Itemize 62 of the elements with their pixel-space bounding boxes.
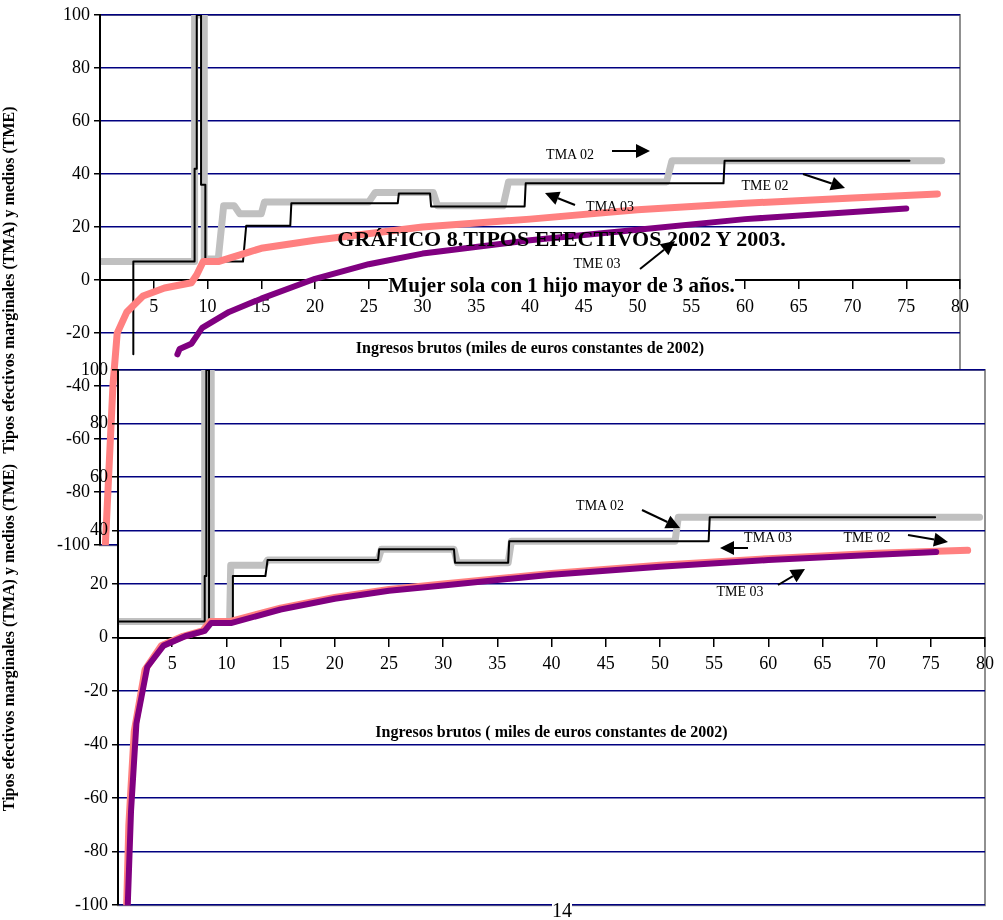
annotation: TMA 03 xyxy=(744,530,792,546)
y-tick-label: 60 xyxy=(72,109,90,130)
y-tick-label: -40 xyxy=(66,374,90,395)
x-tick-label: 70 xyxy=(867,653,886,674)
y-tick-label: 40 xyxy=(72,162,90,183)
x-tick-label: 25 xyxy=(379,653,398,674)
annotation: TME 02 xyxy=(843,530,891,546)
annotation: TMA 03 xyxy=(586,199,634,215)
x-tick-label: 45 xyxy=(574,295,593,316)
x-tick-label: 25 xyxy=(359,295,378,316)
x-tick-label: 65 xyxy=(789,295,808,316)
y-tick-label: 20 xyxy=(90,572,108,593)
x-tick-label: 40 xyxy=(521,295,539,316)
x-tick-label: 60 xyxy=(759,653,778,674)
x-tick-label: 80 xyxy=(951,295,969,316)
x-tick-label: 20 xyxy=(325,653,344,674)
x-tick-label: 70 xyxy=(843,295,862,316)
x-tick-label: 50 xyxy=(628,295,647,316)
x-tick-label: 80 xyxy=(976,653,994,674)
x-tick-label: 60 xyxy=(736,295,754,316)
y-tick-label: -100 xyxy=(75,893,108,914)
x-tick-label: 10 xyxy=(198,295,217,316)
y-tick-label: 0 xyxy=(99,626,108,647)
y-tick-label: -60 xyxy=(84,786,108,807)
y-tick-label: 80 xyxy=(72,56,90,77)
y-axis-title: Tipos efectivos marginales (TMA) y medios (TME) xyxy=(0,106,18,454)
annotation: 14 xyxy=(552,898,572,920)
x-tick-label: 75 xyxy=(897,295,916,316)
x-tick-label: 35 xyxy=(488,653,507,674)
annotation: TMA 02 xyxy=(576,498,624,514)
y-tick-label: -20 xyxy=(84,679,108,700)
x-tick-label: 55 xyxy=(682,295,701,316)
y-axis-title: Tipos efectivos marginales (TMA) y medios (TME) xyxy=(0,463,18,812)
y-tick-label: -80 xyxy=(84,840,108,861)
y-tick-label: -20 xyxy=(66,321,90,342)
x-tick-label: 15 xyxy=(271,653,290,674)
annotation: TME 03 xyxy=(573,256,621,272)
x-tick-label: 65 xyxy=(813,653,832,674)
y-tick-label: -80 xyxy=(66,480,90,501)
x-tick-label: 35 xyxy=(467,295,486,316)
x-tick-label: 75 xyxy=(921,653,940,674)
annotation: TME 03 xyxy=(716,584,764,600)
y-tick-label: 100 xyxy=(63,3,90,24)
x-tick-label: 55 xyxy=(705,653,724,674)
x-tick-label: 30 xyxy=(434,653,453,674)
y-tick-label: 20 xyxy=(72,215,90,236)
x-tick-label: 10 xyxy=(217,653,236,674)
x-tick-label: 5 xyxy=(149,295,159,316)
annotation: TMA 02 xyxy=(546,147,594,163)
x-axis-title: Ingresos brutos (miles de euros constantes de 2002) xyxy=(355,339,705,358)
x-tick-label: 5 xyxy=(167,653,177,674)
y-tick-label: -60 xyxy=(66,427,90,448)
text: Mujer sola con 1 hijo mayor de 3 años. xyxy=(388,273,735,297)
annotation: TME 02 xyxy=(741,178,789,194)
y-tick-label: 0 xyxy=(81,268,90,289)
x-tick-label: 45 xyxy=(596,653,615,674)
x-axis-title: Ingresos brutos ( miles de euros constantes de 2002) xyxy=(375,722,728,741)
x-tick-label: 50 xyxy=(650,653,669,674)
y-tick-label: -100 xyxy=(57,533,90,554)
x-tick-label: 20 xyxy=(306,295,324,316)
y-tick-label: -40 xyxy=(84,733,108,754)
x-tick-label: 40 xyxy=(542,653,561,674)
